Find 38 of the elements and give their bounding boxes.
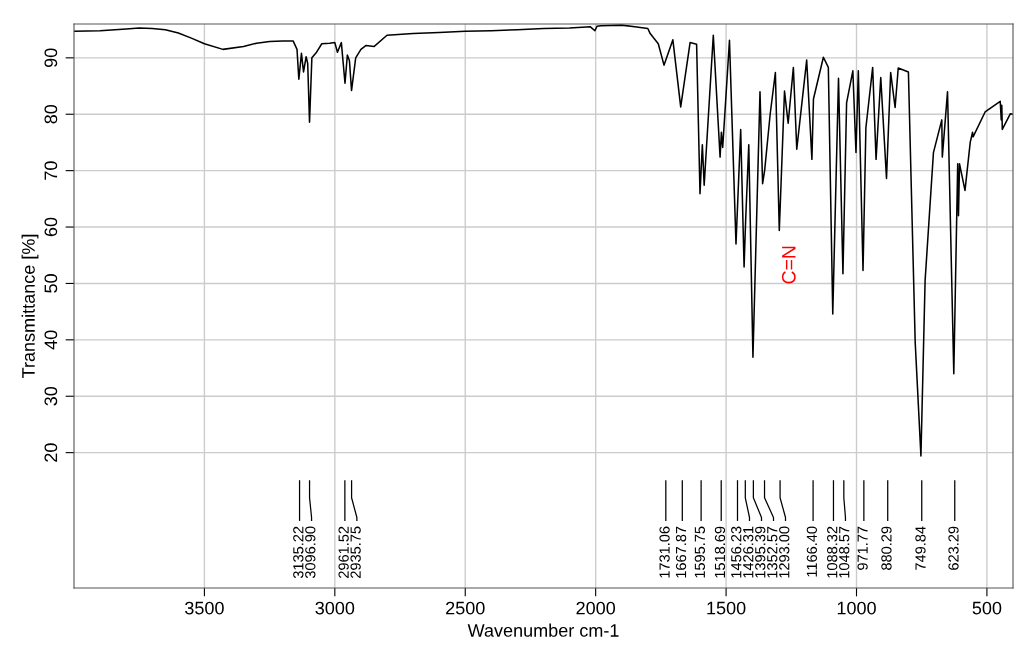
y-tick-label: 30 [44,386,58,406]
x-tick-label: 1000 [837,601,876,615]
annotation: 1731.06 [659,526,670,578]
y-tick-label: 90 [44,48,58,68]
annotation: 1166.40 [806,526,818,577]
annotation: 1456.23 [731,526,742,578]
annotation: 1048.57 [839,526,850,578]
y-tick-label: 40 [44,330,58,350]
annotation: 3096.90 [305,526,316,579]
y-tick-label: 50 [44,274,58,293]
annotation: 1352.57 [767,526,778,578]
annotation: 1667.87 [675,526,687,578]
x-tick-label: 3000 [315,601,355,615]
annotation: 1595.75 [694,526,706,578]
annotation: 880.29 [881,526,892,570]
y-tick-label: 20 [44,443,58,462]
x-tick-label: 2000 [576,601,616,615]
x-tick-label: 3500 [185,601,224,615]
annotation: 1426.31 [743,526,754,578]
annotation: C=N [781,246,796,284]
annotation: 1395.39 [755,526,766,578]
annotation: 2961.52 [338,526,349,578]
y-tick-label: 80 [44,104,58,124]
y-tick-label: 70 [44,161,58,180]
x-axis-title: Wavenumber cm-1 [467,623,619,637]
annotation: 2935.75 [350,526,361,578]
y-axis-title: Transmittance [%] [21,234,39,378]
x-tick-label: 500 [972,601,1002,615]
annotation: 749.84 [915,526,926,570]
annotation: 3135.22 [293,526,304,579]
annotation: 623.29 [948,526,959,570]
annotation: 1293.00 [779,526,790,578]
x-tick-label: 1500 [707,601,746,615]
x-tick-label: 2500 [446,601,485,615]
annotation: 1518.69 [714,526,726,578]
y-tick-label: 60 [44,217,58,237]
annotation: 971.77 [857,526,868,570]
annotation: 1088.32 [827,526,838,578]
